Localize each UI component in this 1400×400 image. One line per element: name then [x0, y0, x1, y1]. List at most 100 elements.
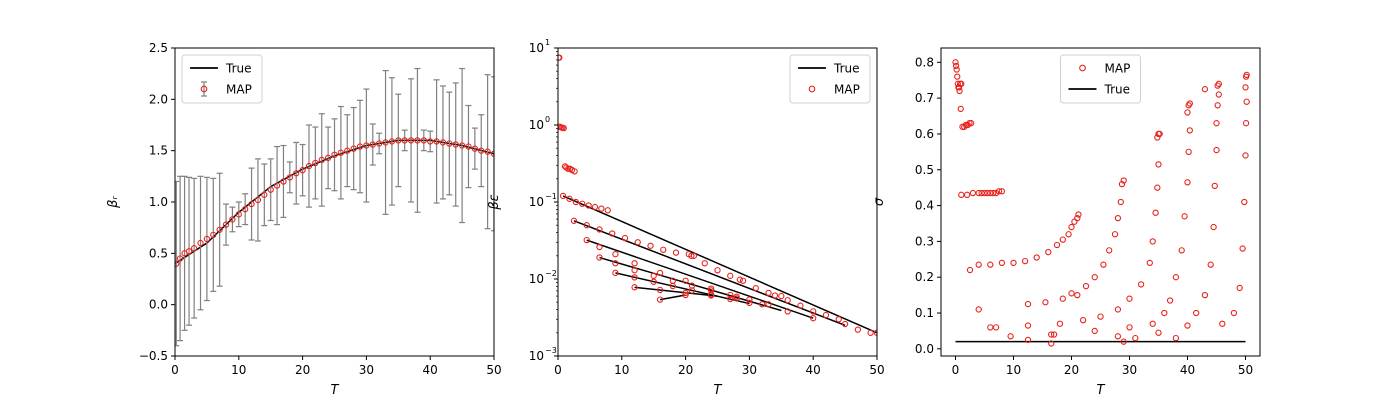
y-tick-label: 0.0 [149, 298, 168, 312]
data-point-map [1210, 223, 1217, 231]
y-tick-exponent: −2 [545, 269, 557, 278]
data-point-map [1207, 261, 1214, 268]
data-point-map [401, 137, 408, 144]
x-axis-label: T [1097, 383, 1106, 398]
chart-panel-1: 0 10 20 30 40 50 −0.5 0.0 0.5 1.0 1.5 2.0 2.5 Tβᵣ True… [106, 41, 502, 398]
data-point-map [1178, 247, 1185, 254]
data-point-map [1097, 313, 1104, 320]
data-point-map [407, 137, 415, 144]
data-point-map [746, 296, 753, 303]
legend-box [1060, 54, 1141, 104]
data-point-map [656, 286, 664, 294]
data-point-map [631, 267, 638, 274]
data-point-map [1201, 86, 1209, 93]
x-tick-label: 10 [1006, 363, 1021, 377]
data-point-map [1241, 198, 1248, 206]
data-point-map [1010, 259, 1017, 267]
data-point-map [956, 87, 963, 95]
data-point-map [1184, 179, 1191, 186]
data-point-map [1114, 214, 1122, 222]
y-tick-label: 10 [529, 349, 544, 363]
data-point-map [395, 137, 402, 144]
data-point-map [229, 216, 236, 223]
data-point-map [596, 226, 603, 233]
series-line-true [562, 195, 877, 334]
data-point-map [190, 245, 198, 252]
x-tick-label: 0 [952, 363, 960, 377]
data-point-map [579, 200, 586, 207]
data-point-map [612, 260, 619, 267]
legend-label: True [833, 62, 860, 76]
x-tick-label: 50 [1238, 363, 1253, 377]
data-point-map [1065, 231, 1072, 238]
x-tick-label: 10 [231, 363, 246, 377]
data-point-map [759, 301, 766, 308]
data-point-map [1068, 290, 1075, 297]
data-point-map [1236, 284, 1243, 292]
data-point-map [981, 189, 988, 197]
data-point-map [1050, 331, 1058, 338]
x-tick-label: 0 [554, 363, 562, 377]
data-point-map [952, 62, 960, 70]
data-point-map [598, 205, 605, 212]
data-point-map [682, 291, 689, 299]
data-point-map [1091, 274, 1098, 281]
data-point-map [612, 269, 619, 277]
data-point-map [1155, 130, 1162, 138]
x-tick-label: 50 [869, 363, 884, 377]
legend-swatch-marker [808, 85, 816, 93]
data-point-map [958, 80, 965, 87]
y-tick-exponent: −1 [545, 192, 557, 201]
x-tick-label: 30 [359, 363, 374, 377]
data-point-map [1007, 333, 1014, 340]
data-point-map [1154, 134, 1161, 141]
data-point-map [565, 165, 572, 172]
data-point-map [427, 138, 434, 145]
data-point-map [647, 242, 654, 249]
data-point-map [248, 200, 255, 208]
data-point-map [688, 252, 695, 259]
data-point-map [299, 167, 306, 174]
data-point-map [1155, 329, 1162, 336]
legend-label: MAP [1105, 62, 1131, 76]
y-tick-label: 10 [529, 195, 544, 209]
data-point-map [969, 189, 977, 197]
x-tick-label: 20 [678, 363, 693, 377]
x-axis-label: T [331, 383, 340, 398]
data-point-map [1048, 340, 1055, 347]
data-point-map [1048, 331, 1055, 338]
data-point-map [854, 326, 862, 333]
data-point-map [1214, 102, 1221, 109]
data-point-map [998, 188, 1006, 195]
data-point-map [975, 306, 982, 313]
data-point-map [771, 292, 779, 299]
y-tick-label: 0.5 [915, 163, 934, 177]
y-tick-exponent: 1 [545, 38, 550, 47]
data-point-map [1242, 152, 1249, 159]
data-point-map [1111, 231, 1119, 238]
x-tick-label: 40 [1180, 363, 1195, 377]
data-point-map [446, 140, 453, 147]
data-point-map [634, 239, 641, 246]
data-point-map [560, 125, 567, 132]
data-point-map [369, 141, 376, 148]
data-point-map [1243, 71, 1250, 79]
data-point-map [987, 324, 994, 331]
data-point-map [261, 191, 268, 198]
data-point-map [656, 296, 664, 303]
data-point-map [631, 260, 638, 267]
data-point-map [388, 138, 396, 145]
x-tick-label: 30 [1122, 363, 1137, 377]
data-point-map [1185, 148, 1192, 156]
data-point-map [964, 121, 971, 129]
y-tick-label: 0.4 [915, 199, 934, 213]
y-tick-label: 0.7 [915, 91, 934, 105]
data-point-map [1166, 297, 1174, 304]
y-tick-label: 10 [529, 41, 544, 55]
legend: True MAP [181, 54, 263, 104]
data-point-map [1114, 333, 1122, 340]
data-point-map [650, 272, 657, 279]
data-point-map [280, 178, 287, 185]
data-point-map [356, 143, 364, 150]
data-point-map [222, 221, 230, 228]
